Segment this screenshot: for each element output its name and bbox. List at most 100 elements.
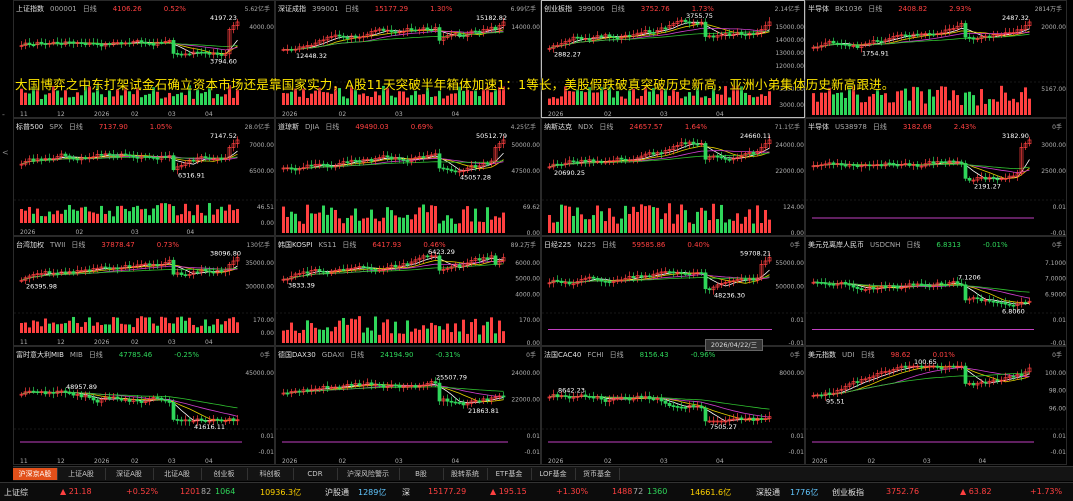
panel-percent: 0.46%	[423, 241, 446, 249]
candle-body	[461, 35, 466, 37]
panel-period: 日线	[344, 5, 359, 13]
chart-panel[interactable]: 半导体 US38978 日线 3182.68 2.43% 0手 3182.90 2191.27…	[805, 118, 1067, 236]
market-tab[interactable]: LOF基金	[531, 468, 576, 480]
candle-body	[453, 401, 458, 404]
volume-bar	[338, 218, 341, 233]
market-tab[interactable]: 沪深风险警示	[337, 468, 400, 480]
volume-bar	[310, 323, 313, 343]
candle-body	[111, 396, 116, 399]
candle-body	[967, 36, 972, 39]
date-axis-label: 2026	[94, 339, 109, 346]
volume-bar	[200, 325, 203, 333]
chart-panel[interactable]: 富时意大利MIB MIB 日线 47785.46 -0.25% 0手 48957.89 416…	[13, 346, 275, 465]
volume-bar	[136, 318, 139, 333]
panel-price: 4106.26	[112, 5, 142, 13]
market-tab[interactable]: 北证A股	[153, 468, 202, 480]
market-tab[interactable]: 沪深京A股	[13, 468, 58, 480]
candle-body	[823, 163, 828, 166]
chart-panel[interactable]: 纳斯达克 NDX 日线 24657.57 1.64% 71.1亿手 24660.11 2069…	[541, 118, 805, 236]
chart-panel[interactable]: 道琼斯 DJIA 日线 49490.03 0.69% 4.25亿手 50512.79 4505…	[275, 118, 541, 236]
candle-body	[899, 34, 904, 37]
candle-body	[575, 36, 580, 39]
chart-panel[interactable]: 法国CAC40 FCHI 日线 8156.43 -0.96% 0手 8642.23 7505.…	[541, 346, 805, 465]
high-price-label: 59708.21	[740, 250, 771, 258]
candle-body	[819, 45, 824, 48]
candle-body	[859, 44, 864, 48]
chart-panel[interactable]: 半导体 BK1036 日线 2408.82 2.93% 2814万手 2487.32 1754…	[805, 0, 1067, 118]
price-axis-label: 22000.00	[511, 397, 540, 404]
market-tab[interactable]: CDR	[293, 468, 338, 480]
chart-panel[interactable]: 美元兑离岸人民币 USDCNH 日线 6.8313 -0.01% 0手 7.1206 6.80…	[805, 236, 1067, 346]
status-sh-label[interactable]: 上证综	[4, 488, 28, 497]
volume-bar	[592, 215, 595, 233]
market-tab-bar: 沪深京A股 上证A股 深证A股 北证A股 创业板 科创板 CDR 沪深风险警示 B股 股转系统 ET…	[13, 466, 1073, 481]
panel-code: DJIA	[305, 123, 320, 131]
volume-bar	[816, 101, 819, 115]
candle-body	[1023, 143, 1028, 148]
volume-bar	[72, 316, 75, 333]
volume-bar	[768, 91, 771, 105]
market-tab[interactable]: 科创板	[247, 468, 294, 480]
volume-bar	[334, 209, 337, 233]
candle-body	[195, 271, 200, 274]
volume-bar	[322, 92, 325, 105]
volume-bar	[192, 98, 195, 105]
moving-average-line	[283, 31, 504, 51]
chart-panel[interactable]: 创业板指 399006 日线 3752.76 1.73% 2.14亿手 3755.75 288…	[541, 0, 805, 118]
candle-body	[967, 298, 972, 301]
volume-bar	[104, 97, 107, 105]
volume-bar	[956, 95, 959, 115]
chart-panel[interactable]: 上证指数 000001 日线 4106.26 0.52% 5.62亿手 4197.23 379…	[13, 0, 275, 118]
status-sgt-label[interactable]: 深股通	[756, 488, 780, 497]
chart-panel[interactable]: 美元指数 UDI 日线 98.62 0.01% 0手 100.65 95.51 100.00 98…	[805, 346, 1067, 465]
market-tab[interactable]: 股转系统	[443, 468, 488, 480]
low-price-label: 45057.28	[460, 174, 491, 182]
collapse-arrow-icon[interactable]: <	[2, 148, 9, 157]
candle-body	[743, 278, 748, 281]
volume-bar	[494, 333, 497, 343]
moving-average-line	[549, 395, 770, 410]
candle-body	[345, 36, 350, 39]
market-tab[interactable]: 货币基金	[575, 468, 620, 480]
market-tab[interactable]: ETF基金	[487, 468, 532, 480]
chart-panel[interactable]: 深证成指 399001 日线 15177.29 1.30% 6.99亿手 15182.82 1…	[275, 0, 541, 118]
candle-body	[397, 265, 402, 268]
candle-body	[87, 395, 92, 398]
status-sz-label[interactable]: 深	[402, 488, 410, 497]
candle-body	[871, 164, 876, 167]
status-cyb-label[interactable]: 创业板指	[832, 488, 864, 497]
candle-body	[711, 420, 716, 423]
candle-body	[337, 268, 342, 271]
candle-body	[1007, 175, 1012, 179]
market-tab[interactable]: 创业板	[201, 468, 248, 480]
volume-bar	[28, 327, 31, 333]
status-hgt-value: 1289亿	[358, 488, 387, 497]
panel-name: 法国CAC40	[544, 351, 582, 359]
candle-body	[199, 51, 204, 54]
market-tab[interactable]: 上证A股	[57, 468, 106, 480]
candle-body	[931, 365, 936, 368]
sub-axis-label: 69.62	[523, 204, 540, 211]
panel-name: 道琼斯	[278, 123, 299, 131]
chart-panel[interactable]: 德国DAX30 GDAXI 日线 24194.90 -0.31% 0手 25507.79 21…	[275, 346, 541, 465]
candle-body	[567, 160, 572, 164]
candle-body	[477, 165, 482, 168]
candle-body	[703, 143, 708, 160]
chart-panel[interactable]: 标普500 SPX 日线 7137.90 1.05% 28.0亿手 7147.52 6316.…	[13, 118, 275, 236]
candle-body	[285, 49, 290, 51]
chart-panel[interactable]: 日经225 N225 日线 59585.86 0.40% 0手 59708.21 48236.…	[541, 236, 805, 346]
panel-period: 日线	[342, 241, 357, 249]
candle-body	[911, 283, 916, 286]
market-tab[interactable]: 深证A股	[105, 468, 154, 480]
candle-body	[95, 267, 100, 270]
market-tab[interactable]: B股	[399, 468, 444, 480]
candle-body	[461, 402, 466, 406]
chart-panel[interactable]: 韩国KOSPI KS11 日线 6417.93 0.46% 89.2万手 6423.29 38…	[275, 236, 541, 346]
status-hgt-label[interactable]: 沪股通	[325, 488, 349, 497]
chart-panel[interactable]: 台湾加权 TWII 日线 37878.47 0.73% 130亿手 38096.80 2639…	[13, 236, 275, 346]
panel-header: 半导体 US38978 日线 3182.68 2.43%	[808, 122, 982, 134]
candle-body	[975, 297, 980, 300]
volume-bar	[1024, 87, 1027, 115]
volume-bar	[236, 208, 239, 223]
